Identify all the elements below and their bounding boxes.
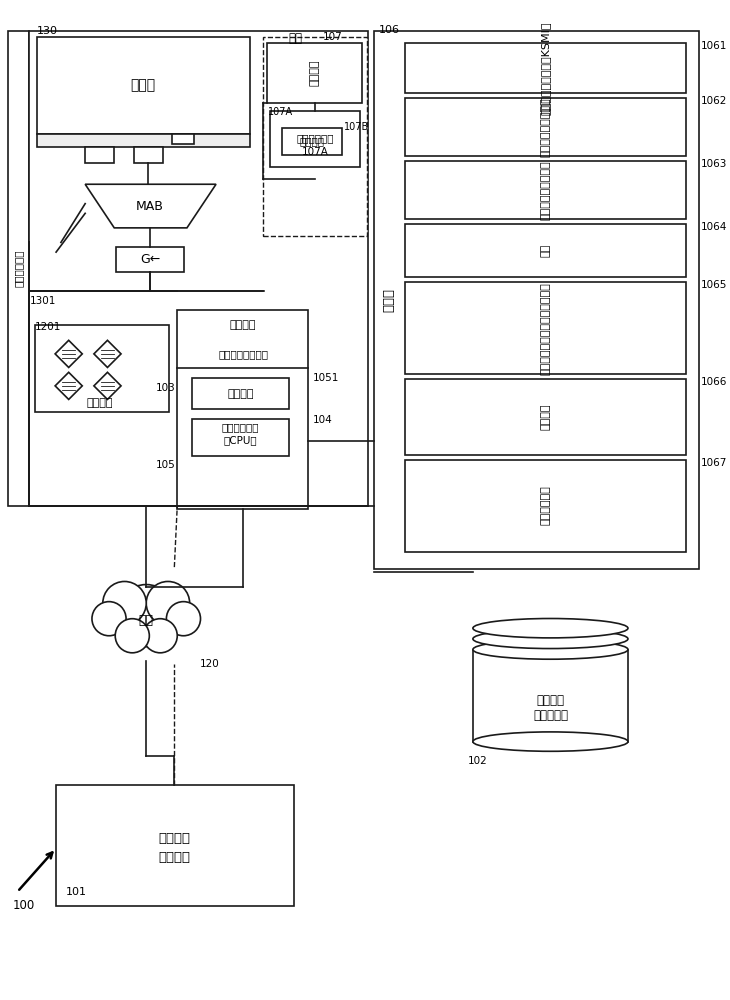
Bar: [192, 419, 289, 456]
Circle shape: [115, 619, 150, 653]
Ellipse shape: [473, 732, 628, 751]
Text: 可控参数: 可控参数: [159, 832, 191, 845]
Text: 1051: 1051: [313, 373, 339, 383]
Bar: [405, 282, 686, 374]
Text: 104: 104: [313, 415, 333, 425]
Text: 显示电路: 显示电路: [310, 60, 320, 86]
Circle shape: [92, 602, 126, 636]
Circle shape: [146, 581, 190, 625]
Text: 用于参数组合的设备操作安全性: 用于参数组合的设备操作安全性: [541, 282, 550, 375]
Text: 100: 100: [12, 899, 35, 912]
Text: 中央处理单元: 中央处理单元: [221, 423, 259, 433]
Text: 网络: 网络: [139, 614, 154, 627]
Text: 选择系统: 选择系统: [159, 851, 191, 864]
Bar: [405, 460, 686, 552]
Text: 105: 105: [155, 460, 175, 470]
Text: 通信接口: 通信接口: [230, 320, 256, 330]
Bar: [263, 37, 367, 236]
Text: 存储器: 存储器: [382, 288, 395, 312]
Text: 残差: 残差: [541, 244, 550, 257]
Text: 程序指令: 程序指令: [227, 389, 253, 399]
Bar: [405, 98, 686, 156]
Text: 1063: 1063: [701, 159, 727, 169]
Text: 102: 102: [468, 756, 488, 766]
Text: 用户可选阈値: 用户可选阈値: [541, 486, 550, 525]
Text: 可控参数的第二子集: 可控参数的第二子集: [541, 160, 550, 220]
Text: 可控参数的第一子集: 可控参数的第一子集: [541, 97, 550, 157]
Circle shape: [143, 619, 177, 653]
Ellipse shape: [473, 619, 628, 638]
Bar: [172, 134, 193, 144]
Bar: [177, 310, 308, 509]
Text: 安全范围: 安全范围: [541, 404, 550, 430]
Text: 设备控制系统: 设备控制系统: [13, 250, 23, 287]
Text: 关键安全监测指标（KSMI）: 关键安全监测指标（KSMI）: [541, 21, 550, 115]
Bar: [282, 128, 342, 155]
Text: 1064: 1064: [701, 222, 727, 232]
Ellipse shape: [473, 640, 628, 659]
Bar: [36, 37, 250, 134]
Text: 收集历史
记录数据库: 收集历史 记录数据库: [533, 694, 568, 722]
Text: MAB: MAB: [137, 200, 164, 213]
Text: 1061: 1061: [701, 41, 727, 51]
Ellipse shape: [473, 629, 628, 649]
Text: 103: 103: [155, 383, 175, 393]
Bar: [85, 147, 115, 163]
Bar: [473, 650, 628, 742]
Text: G←: G←: [140, 253, 161, 266]
Bar: [405, 224, 686, 277]
Bar: [192, 378, 289, 409]
Bar: [405, 43, 686, 93]
Text: 1065: 1065: [701, 280, 727, 290]
Bar: [7, 31, 29, 506]
Text: 107B: 107B: [344, 122, 369, 132]
Text: 1062: 1062: [701, 96, 727, 106]
Bar: [29, 31, 368, 506]
Text: 电动机: 电动机: [131, 78, 156, 92]
Bar: [116, 247, 184, 272]
Text: 设备: 设备: [289, 32, 303, 45]
Text: （CPU）: （CPU）: [223, 435, 257, 445]
Text: 历史数据: 历史数据: [86, 398, 113, 408]
Bar: [134, 147, 163, 163]
Text: 用户界面: 用户界面: [299, 137, 325, 147]
Text: 130: 130: [36, 26, 58, 36]
Text: 1201: 1201: [35, 322, 61, 332]
Text: 120: 120: [199, 659, 219, 669]
Text: 107: 107: [323, 32, 342, 42]
Text: 107A: 107A: [301, 147, 329, 157]
Circle shape: [166, 602, 201, 636]
Bar: [36, 134, 250, 147]
Circle shape: [115, 585, 177, 647]
Bar: [35, 325, 169, 412]
Bar: [374, 31, 699, 569]
Text: 可控参数选择电路: 可控参数选择电路: [218, 349, 268, 359]
Text: 1301: 1301: [30, 296, 56, 306]
Text: 1066: 1066: [701, 377, 727, 387]
Circle shape: [103, 581, 146, 625]
Text: 1067: 1067: [701, 458, 727, 468]
Text: 用户显示设备: 用户显示设备: [296, 133, 334, 143]
Bar: [405, 379, 686, 455]
Bar: [270, 111, 361, 167]
Text: 107A: 107A: [269, 107, 293, 117]
Text: 106: 106: [379, 25, 400, 35]
Bar: [56, 785, 293, 906]
Bar: [405, 161, 686, 219]
Text: 101: 101: [66, 887, 87, 897]
Bar: [267, 43, 362, 103]
